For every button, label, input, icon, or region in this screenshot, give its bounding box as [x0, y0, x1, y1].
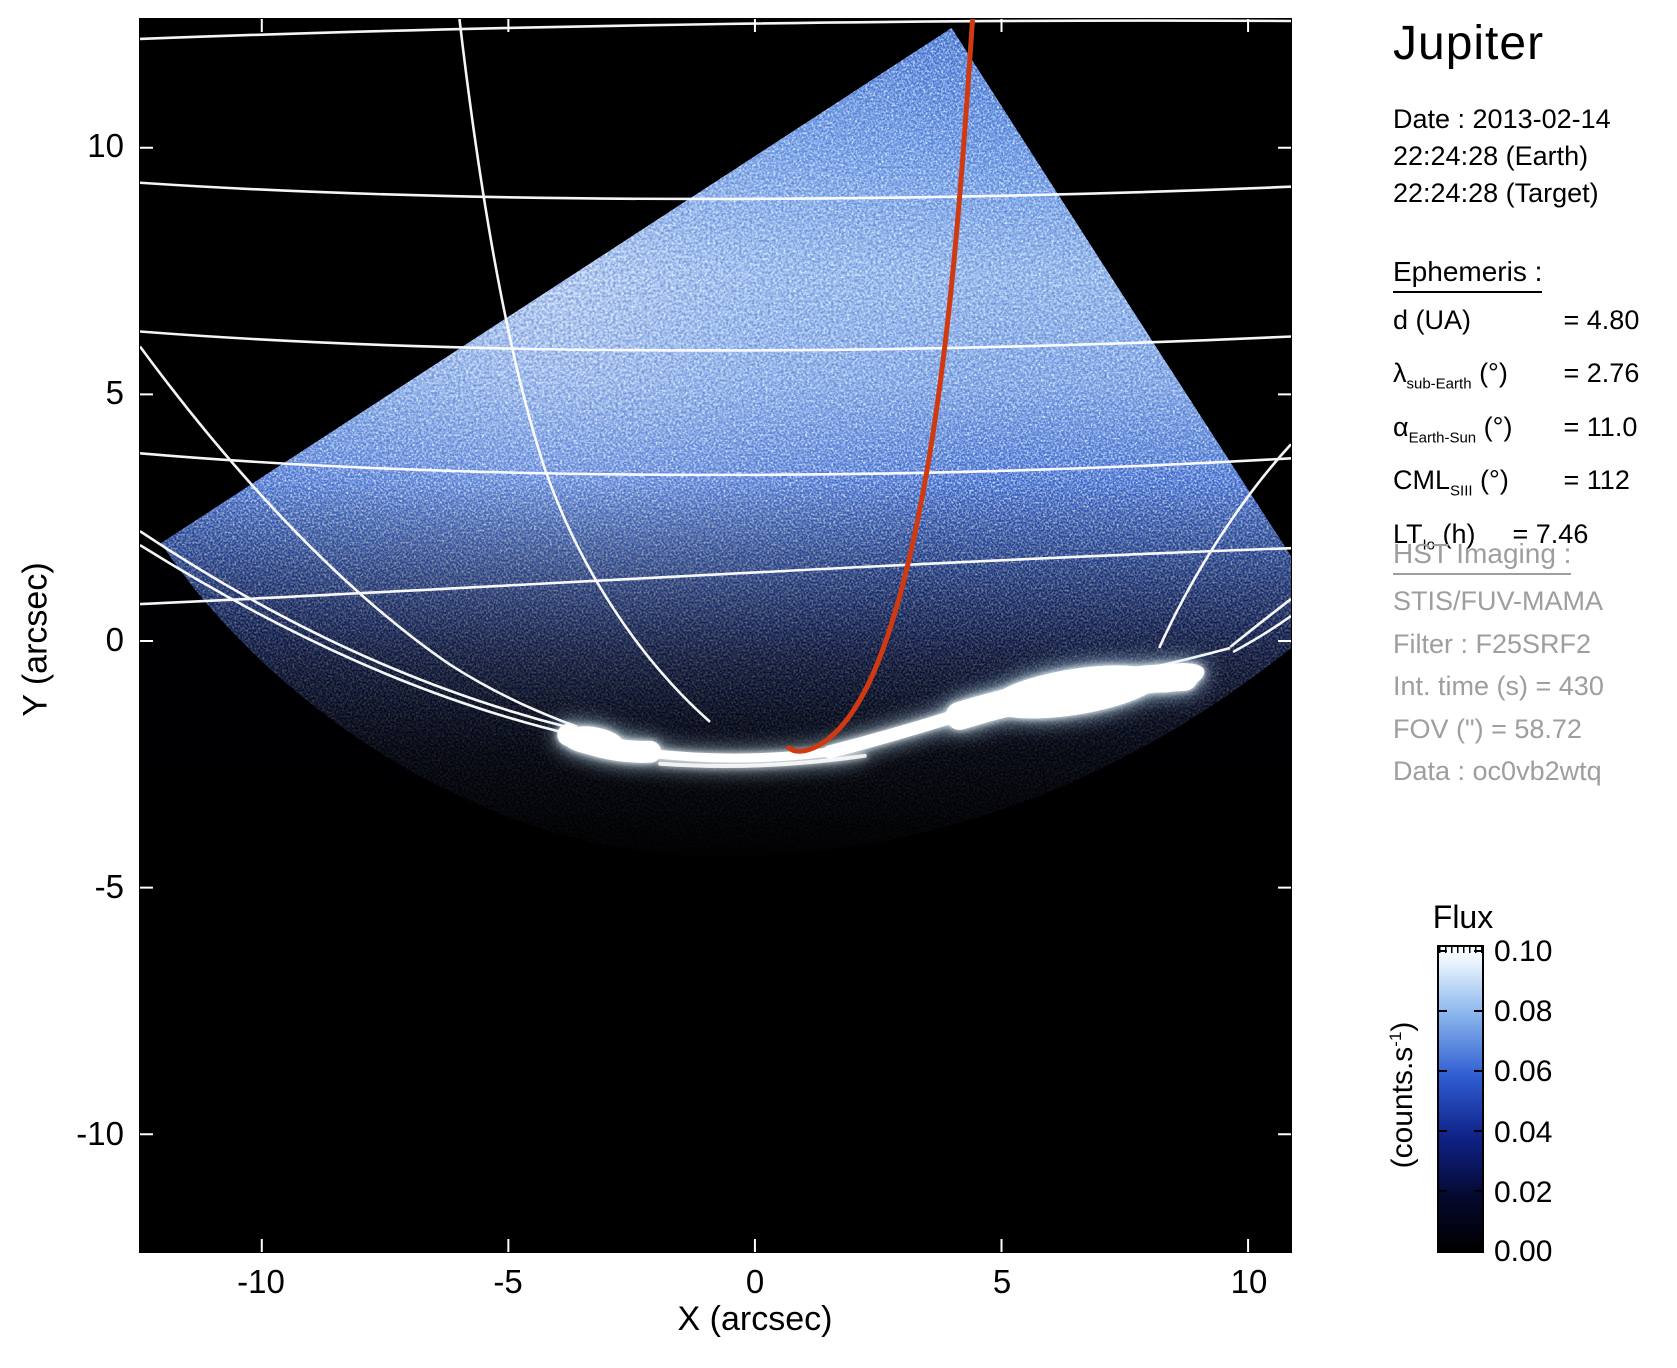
- colorbar-tick-label: 0.10: [1494, 935, 1553, 968]
- hst-integration-time: Int. time (s) = 430: [1393, 671, 1604, 701]
- hst-filter: Filter : F25SRF2: [1393, 628, 1592, 659]
- x-tick-label: -10: [237, 1263, 285, 1300]
- ephemeris-row-cml: CMLSIII (°) = 112: [1393, 465, 1630, 500]
- colorbar-tick-label: 0.00: [1494, 1235, 1553, 1268]
- hst-fov: FOV (") = 58.72: [1393, 713, 1582, 744]
- ephemeris-row-phase-angle: αEarth-Sun (°) = 11.0: [1393, 411, 1638, 447]
- y-tick-label: 0: [105, 621, 124, 658]
- ephemeris-list: d (UA) = 4.80 λsub-Earth (°) = 2.76 αEar…: [1393, 299, 1639, 566]
- y-tick-label: 10: [87, 127, 124, 164]
- terminator-fade: [140, 480, 1291, 1252]
- fuv-image-canvas: [140, 19, 1291, 1252]
- hst-instrument: STIS/FUV-MAMA: [1393, 586, 1604, 616]
- colorbar-title: Flux: [1432, 899, 1494, 935]
- y-tick-label: -10: [76, 1115, 124, 1152]
- colorbar-tick-label: 0.06: [1494, 1055, 1553, 1088]
- x-tick-label: 5: [992, 1263, 1012, 1300]
- colorbar-unit-label: (counts.s-1): [1386, 1021, 1419, 1169]
- graticule: [140, 19, 1291, 737]
- ephemeris-row-io-local-time: LTIo (h) = 7.46: [1393, 518, 1589, 553]
- colorbar-tick-label: 0.04: [1494, 1116, 1553, 1149]
- fuv-image-plot: [139, 18, 1292, 1253]
- observation-date: Date : 2013-02-14: [1393, 104, 1611, 134]
- y-tick-label: -5: [94, 868, 124, 905]
- flux-colorbar: [1437, 945, 1484, 1253]
- observation-times: Date : 2013-02-14 22:24:28 (Earth) 22:24…: [1393, 101, 1611, 212]
- y-axis-title: Y (arcsec): [16, 562, 55, 717]
- hst-imaging-details: STIS/FUV-MAMA Filter : F25SRF2 Int. time…: [1393, 580, 1604, 793]
- ephemeris-row-subearth-latitude: λsub-Earth (°) = 2.76: [1393, 358, 1640, 393]
- hst-data-id: Data : oc0vb2wtq: [1393, 756, 1602, 786]
- x-tick-label: -5: [493, 1263, 523, 1300]
- colorbar-tick-label: 0.08: [1494, 995, 1553, 1028]
- earth-time: 22:24:28 (Earth): [1393, 141, 1589, 171]
- ephemeris-header: Ephemeris :: [1393, 256, 1543, 293]
- ephemeris-row-distance: d (UA) = 4.80: [1393, 305, 1640, 335]
- y-tick-label: 5: [105, 374, 124, 411]
- colorbar-tick-label: 0.02: [1494, 1176, 1553, 1209]
- x-tick-label: 10: [1230, 1263, 1268, 1300]
- target-time: 22:24:28 (Target): [1393, 178, 1599, 208]
- red-meridian-track: [786, 19, 976, 754]
- x-tick-label: 0: [745, 1263, 765, 1300]
- page-title: Jupiter: [1393, 17, 1545, 70]
- hst-imaging-header: HST Imaging :: [1393, 538, 1572, 575]
- x-axis-title: X (arcsec): [677, 1300, 833, 1338]
- axis-tick-marks: [140, 19, 1291, 1252]
